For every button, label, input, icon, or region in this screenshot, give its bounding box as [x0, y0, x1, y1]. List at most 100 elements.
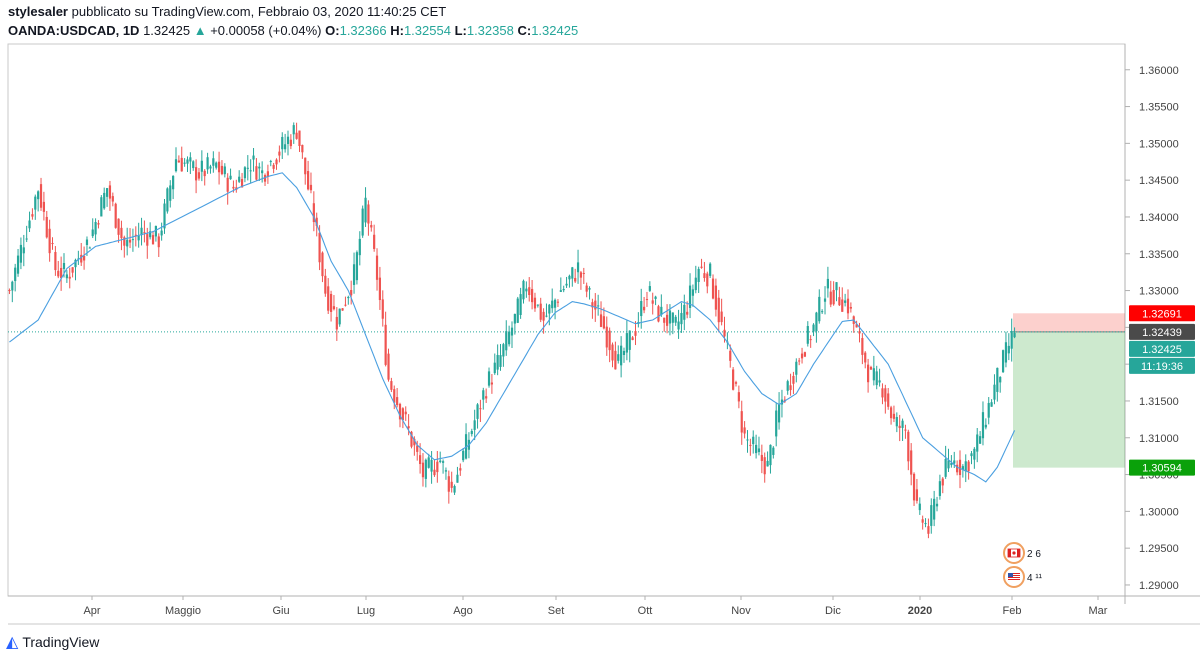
candle	[502, 342, 505, 367]
candle-body	[338, 308, 341, 325]
candle-body	[772, 447, 775, 455]
candle	[370, 220, 373, 232]
candle-body	[513, 313, 516, 324]
candle	[999, 376, 1002, 393]
candle-body	[407, 426, 410, 429]
candle-body	[65, 274, 68, 279]
candle	[752, 430, 755, 454]
candle-body	[212, 158, 215, 166]
candle-body	[941, 478, 944, 486]
x-tick-label: 2020	[908, 605, 932, 617]
candle-body	[39, 184, 43, 208]
candle	[815, 311, 818, 343]
tradingview-logo-icon[interactable]: ◭	[6, 634, 19, 651]
candle	[321, 251, 324, 283]
candle	[576, 249, 580, 284]
candle-body	[439, 460, 442, 462]
candle	[625, 320, 628, 361]
candle-body	[255, 166, 258, 180]
candle-body	[780, 399, 784, 405]
candle	[622, 347, 626, 363]
candle	[611, 342, 614, 368]
candle	[976, 427, 979, 463]
candle-body	[559, 290, 562, 292]
candle-body	[993, 384, 996, 400]
candle-body	[157, 236, 160, 248]
candle-body	[703, 273, 706, 279]
candle-body	[131, 239, 135, 241]
candle-body	[286, 136, 290, 144]
candle-body	[1007, 345, 1010, 354]
candle-body	[83, 255, 86, 261]
candle-body	[717, 297, 720, 323]
candle	[34, 194, 37, 220]
candle-body	[542, 311, 545, 321]
price-change: +0.00058 (+0.04%)	[210, 23, 322, 38]
candle	[177, 155, 180, 163]
candle-body	[355, 252, 359, 281]
candle-body	[628, 330, 631, 350]
candle-body	[246, 167, 249, 169]
candle-body	[493, 362, 496, 374]
candle	[588, 286, 591, 300]
candle-body	[510, 327, 514, 336]
candle-body	[553, 299, 557, 308]
candle-body	[396, 397, 399, 406]
candle-body	[232, 186, 235, 189]
candle	[71, 267, 74, 278]
usa-flag-event-badge: 4 ¹¹	[1003, 566, 1043, 588]
candle	[42, 191, 45, 221]
candle-body	[562, 289, 565, 291]
candle	[140, 217, 143, 246]
candle-body	[499, 355, 502, 367]
candle-body	[60, 267, 63, 279]
candle-body	[37, 191, 40, 200]
candle	[189, 152, 192, 175]
candle	[410, 430, 413, 449]
candle-body	[410, 431, 413, 447]
candle-body	[183, 162, 186, 164]
candle-body	[832, 290, 835, 305]
candle-body	[278, 151, 281, 156]
candle	[14, 263, 17, 292]
candle-body	[697, 268, 700, 283]
candle-body	[143, 232, 146, 234]
candle	[680, 302, 683, 333]
candle-body	[981, 412, 985, 439]
candle-body	[487, 371, 491, 386]
candle	[895, 412, 898, 433]
candle	[924, 518, 927, 528]
candle-body	[223, 166, 226, 175]
candle-body	[401, 408, 404, 421]
candle	[772, 446, 775, 459]
candle	[393, 385, 396, 410]
candle-body	[114, 203, 117, 228]
symbol-label[interactable]: OANDA:USDCAD, 1D	[8, 23, 140, 38]
candle-body	[706, 273, 709, 287]
candle-body	[921, 519, 924, 523]
candle-body	[947, 460, 950, 469]
us-flag-canton	[1008, 573, 1013, 577]
candle-body	[924, 523, 927, 525]
candle	[777, 392, 781, 430]
candle-body	[651, 300, 654, 304]
candle-body	[97, 223, 100, 225]
candle	[720, 298, 723, 326]
candle	[935, 496, 939, 512]
candle-body	[660, 306, 663, 315]
candle	[209, 164, 212, 174]
candle-body	[482, 390, 485, 400]
author-name[interactable]: stylesaler	[8, 4, 68, 19]
candle	[307, 160, 310, 191]
candle-body	[602, 316, 605, 329]
candle	[996, 367, 999, 402]
candle-body	[737, 392, 740, 402]
candle	[582, 267, 585, 285]
candle	[183, 158, 186, 167]
target-price-label-text: 1.30594	[1142, 463, 1182, 475]
candle-body	[105, 188, 109, 197]
candle-body	[473, 420, 476, 430]
candle	[212, 151, 215, 173]
candle-body	[855, 324, 858, 328]
